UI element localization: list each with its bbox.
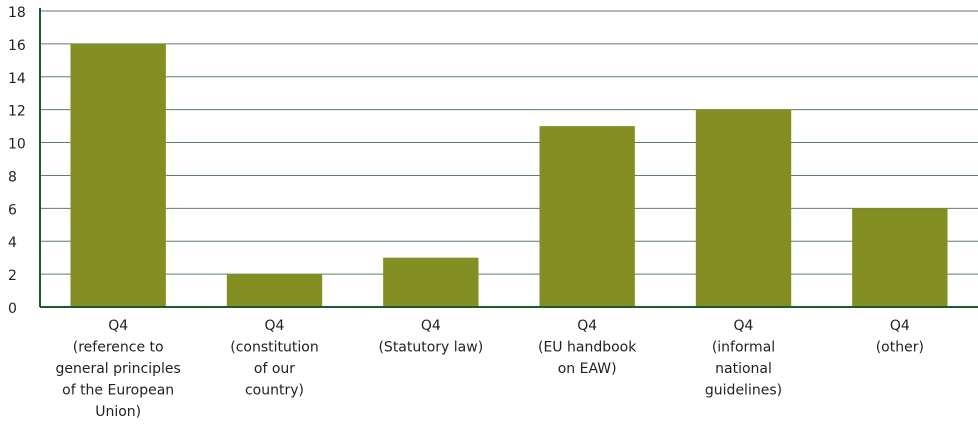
y-tick-label: 10 (8, 137, 26, 153)
bar (70, 43, 166, 308)
bar (539, 126, 635, 307)
y-tick-label: 14 (8, 71, 26, 87)
x-tick-label: Q4 (577, 318, 597, 334)
x-tick-label: (constitution (230, 340, 318, 356)
bar (695, 109, 792, 308)
bar (852, 208, 948, 307)
y-tick-label: 4 (8, 235, 17, 251)
x-tick-label: (reference to (73, 340, 164, 356)
y-tick-label: 2 (8, 268, 17, 284)
bar (226, 274, 323, 307)
x-tick-label: on EAW) (558, 361, 617, 377)
x-tick-label: Q4 (265, 318, 285, 334)
x-tick-label: Q4 (734, 318, 754, 334)
x-tick-label: guidelines) (705, 383, 782, 399)
x-tick-label: of the European (62, 383, 174, 399)
y-tick-label: 6 (8, 202, 17, 218)
y-tick-label: 0 (8, 301, 17, 317)
x-tick-label: general principles (55, 361, 180, 377)
x-tick-label: Q4 (421, 318, 441, 334)
x-tick-label: (informal (712, 340, 775, 356)
y-tick-label: 18 (8, 5, 26, 21)
x-tick-label: Q4 (890, 318, 910, 334)
y-tick-label: 16 (8, 38, 26, 54)
x-tick-label: country) (245, 383, 304, 399)
bar (383, 257, 479, 307)
x-tick-label: (EU handbook (538, 340, 637, 356)
x-tick-label: national (715, 361, 772, 377)
y-tick-label: 12 (8, 104, 26, 120)
x-tick-label: Q4 (108, 318, 128, 334)
x-tick-label: (Statutory law) (378, 340, 483, 356)
x-tick-label: Union) (95, 404, 141, 420)
x-tick-label: of our (254, 361, 295, 377)
y-tick-label: 8 (8, 169, 17, 185)
x-tick-label: (other) (876, 340, 924, 356)
